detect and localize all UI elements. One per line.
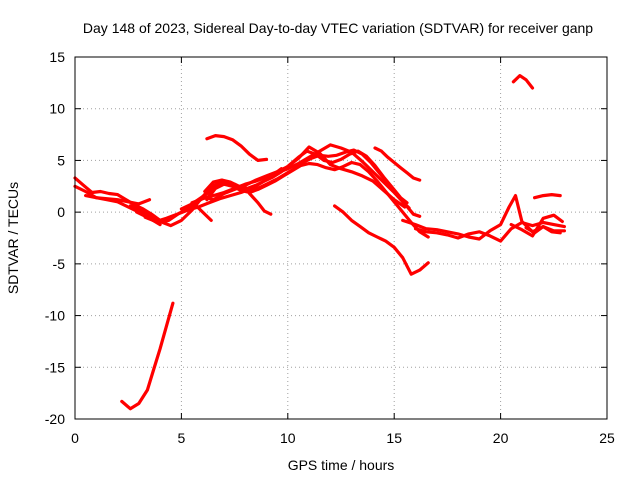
series-line-arc-20: [524, 225, 562, 235]
x-tick-label: 0: [71, 430, 79, 446]
y-tick-label: 5: [57, 152, 65, 168]
series-group: [73, 73, 567, 411]
series-line-arc-19: [509, 213, 564, 238]
grid: [75, 57, 607, 419]
y-tick-label: 10: [49, 101, 65, 117]
series-line-arc-12: [192, 202, 213, 222]
x-axis-label: GPS time / hours: [288, 457, 395, 473]
y-tick-label: -5: [53, 256, 66, 272]
series-line-arc-14: [205, 134, 269, 162]
x-tick-label: 15: [386, 430, 402, 446]
x-tick-label: 5: [178, 430, 186, 446]
series-line-arc-16: [333, 204, 430, 276]
x-tick-label: 20: [493, 430, 509, 446]
y-tick-label: 15: [49, 49, 65, 65]
chart-title: Day 148 of 2023, Sidereal Day-to-day VTE…: [83, 20, 593, 36]
x-tick-label: 10: [280, 430, 296, 446]
x-tick-labels: 0 5 10 15 20 25: [71, 430, 615, 446]
series-line-arc-1: [73, 176, 162, 222]
y-tick-labels: -20 -15 -10 -5 0 5 10 15: [45, 49, 65, 427]
x-tick-label: 25: [599, 430, 615, 446]
y-tick-label: -15: [45, 359, 65, 375]
series-line-arc-22: [511, 73, 535, 90]
y-axis-label: SDTVAR / TECUs: [5, 182, 21, 294]
y-tick-label: -20: [45, 411, 65, 427]
axis-ticks: [74, 56, 608, 420]
series-line-arc-11: [205, 160, 430, 239]
series-line-arc-15: [373, 146, 422, 182]
series-line-arc-13: [247, 191, 273, 216]
series-line-arc-7: [179, 145, 407, 211]
series-line-arc-10: [207, 148, 422, 218]
y-tick-label: -10: [45, 308, 65, 324]
series-line-arc-21: [532, 193, 562, 200]
y-tick-label: 0: [57, 204, 65, 220]
series-line-arc-23: [120, 301, 175, 411]
plot-frame: [74, 56, 608, 420]
